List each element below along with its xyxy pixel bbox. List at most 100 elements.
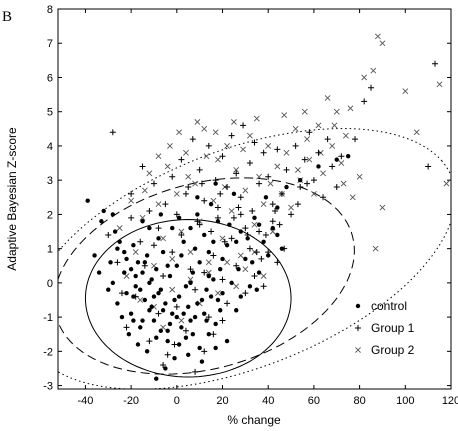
x-axis-title: % change (227, 413, 281, 427)
point-control (215, 219, 221, 224)
point-control (181, 311, 186, 316)
point-control (174, 263, 180, 268)
point-control (213, 321, 218, 327)
point-control (254, 287, 259, 292)
point-control (345, 154, 351, 159)
point-group-2 (169, 286, 176, 293)
point-group-1 (368, 84, 375, 91)
point-group-1 (432, 60, 439, 67)
point-group-1 (205, 314, 212, 321)
point-group-1 (269, 218, 276, 225)
point-control (165, 263, 170, 268)
point-group-2 (247, 132, 253, 139)
point-control (256, 222, 262, 227)
point-group-1 (306, 129, 313, 136)
point-control (135, 260, 141, 265)
point-group-2 (176, 129, 183, 136)
point-group-2 (340, 180, 347, 187)
point-group-1 (235, 204, 242, 211)
point-control (165, 328, 170, 334)
point-control (275, 205, 280, 210)
point-control (149, 277, 154, 282)
point-control (101, 208, 106, 214)
y-tick-label: 5 (47, 107, 53, 119)
point-control (334, 157, 339, 162)
point-control (144, 253, 150, 258)
point-control (149, 304, 154, 310)
point-group-1 (256, 180, 263, 187)
point-group-1 (269, 201, 276, 208)
point-control (215, 297, 221, 303)
point-group-1 (173, 211, 180, 218)
point-group-2 (333, 108, 340, 115)
point-control (202, 232, 207, 238)
point-group-1 (274, 146, 281, 153)
point-control (151, 318, 157, 323)
point-group-2 (205, 259, 212, 266)
point-group-1 (288, 211, 295, 218)
point-group-1 (139, 163, 146, 170)
point-control (218, 266, 223, 272)
point-control (195, 195, 200, 200)
point-control (131, 294, 136, 299)
y-tick-label: 0 (47, 278, 53, 290)
point-group-1 (265, 173, 272, 180)
point-group-1 (182, 327, 189, 334)
point-control (140, 270, 145, 275)
point-group-2 (306, 156, 313, 163)
point-group-2 (215, 156, 221, 163)
point-group-1 (214, 204, 221, 211)
point-group-1 (262, 231, 269, 238)
point-group-1 (182, 190, 189, 197)
point-group-1 (178, 156, 185, 163)
point-group-2 (242, 187, 249, 194)
x-tick-label: -20 (123, 395, 139, 407)
point-group-2 (233, 283, 240, 290)
point-group-2 (349, 194, 356, 201)
point-group-2 (443, 180, 450, 187)
y-tick-label: 1 (47, 244, 53, 256)
point-group-2 (356, 173, 363, 180)
point-group-1 (192, 286, 199, 293)
point-control (163, 301, 168, 306)
point-control (190, 332, 196, 337)
x-tick-label: 20 (216, 395, 228, 407)
point-control (266, 253, 271, 258)
point-group-1 (208, 228, 215, 235)
point-control (170, 225, 175, 231)
point-control (261, 239, 266, 244)
point-group-2 (283, 149, 290, 156)
point-group-1 (276, 221, 283, 228)
point-control (115, 246, 120, 251)
point-control (128, 311, 134, 316)
point-group-1 (297, 184, 304, 191)
point-control (263, 195, 269, 200)
point-control (186, 352, 191, 357)
point-group-2 (324, 95, 331, 101)
point-control (151, 294, 157, 299)
point-group-1 (219, 153, 226, 160)
y-tick-label: -1 (43, 312, 53, 324)
point-control (234, 308, 239, 313)
point-group-2 (242, 266, 249, 273)
point-control (122, 249, 127, 255)
point-group-1 (324, 136, 331, 143)
point-group-1 (361, 98, 368, 105)
point-group-2 (413, 129, 420, 136)
point-control (208, 201, 214, 207)
point-group-2 (192, 180, 199, 187)
point-group-1 (160, 273, 167, 280)
point-group-2 (310, 190, 317, 197)
point-group-2 (251, 221, 258, 228)
point-group-1 (118, 290, 125, 297)
point-group-2 (219, 235, 226, 242)
point-group-2 (374, 33, 381, 40)
point-group-1 (150, 180, 157, 187)
point-group-2 (253, 115, 260, 122)
point-control (316, 164, 321, 169)
point-group-1 (251, 139, 258, 146)
point-control (204, 287, 209, 292)
point-group-1 (228, 132, 235, 139)
point-group-2 (128, 197, 135, 204)
legend-marker-control (355, 303, 361, 309)
